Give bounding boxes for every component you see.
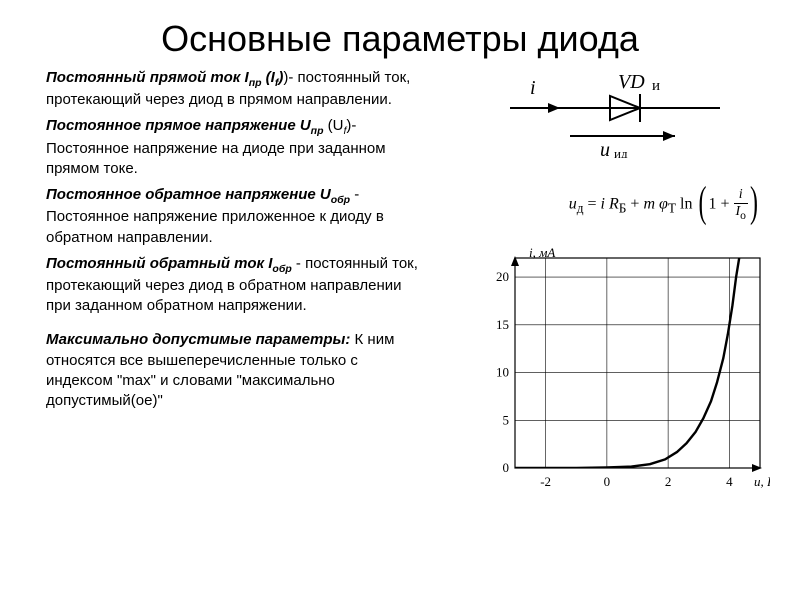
para-reverse-voltage: Постоянное обратное напряжение Uобр - По… [46,185,426,248]
svg-text:0: 0 [604,474,611,489]
diode-schematic: i VD и uид [500,68,730,158]
para-reverse-current: Постоянный обратный ток Iобр - постоянны… [46,254,426,317]
svg-text:ид: ид [614,146,628,158]
svg-text:и: и [652,78,660,94]
para-max-params: Максимально допустимые параметры: К ним … [46,330,426,411]
svg-text:2: 2 [665,474,672,489]
svg-text:0: 0 [503,460,510,475]
svg-text:15: 15 [496,317,509,332]
svg-text:10: 10 [496,365,509,380]
svg-text:20: 20 [496,269,509,284]
para-forward-current: Постоянный прямой ток Iпр (If))- постоян… [46,68,426,110]
svg-text:u, В: u, В [754,474,770,489]
svg-text:4: 4 [726,474,733,489]
para-forward-voltage: Постоянное прямое напряжение Uпр (Uf)- П… [46,116,426,179]
slide-title: Основные параметры диода [0,0,800,68]
svg-text:u: u [600,139,610,158]
text-column: Постоянный прямой ток Iпр (If))- постоян… [46,68,426,411]
svg-text:-2: -2 [540,474,551,489]
svg-text:i, мА: i, мА [529,245,555,260]
svg-text:VD: VD [618,71,645,93]
diode-equation: uд = i RБ + m φT ln (1 + iIo) [569,188,760,221]
svg-text:i: i [530,77,536,99]
svg-text:5: 5 [503,412,510,427]
iv-curve-chart: 0 5 10 15 20 -2 0 2 4 i, мА u, В [470,243,770,503]
